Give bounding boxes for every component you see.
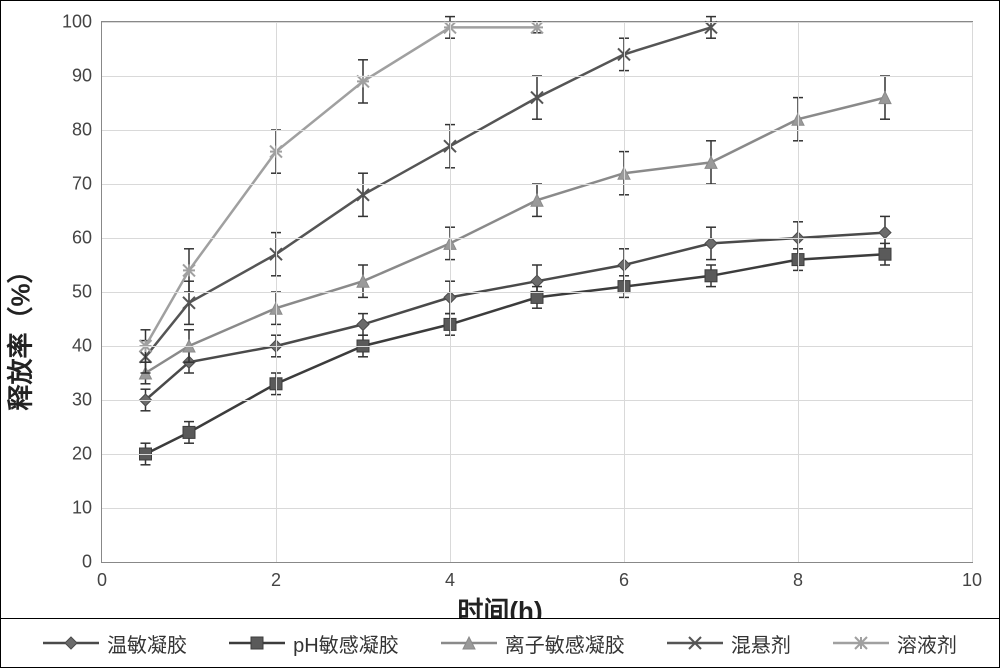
ytick: 60 — [72, 228, 92, 249]
legend-item: 温敏凝胶 — [43, 629, 187, 658]
xtick: 10 — [962, 570, 982, 591]
ytick: 100 — [62, 12, 92, 33]
xtick: 8 — [793, 570, 803, 591]
y-axis-label: 释放率（%） — [1, 257, 38, 410]
ytick: 50 — [72, 282, 92, 303]
legend-label: 离子敏感凝胶 — [505, 629, 625, 658]
legend-item: pH敏感凝胶 — [229, 629, 399, 658]
legend-label: 溶液剂 — [897, 629, 957, 658]
xtick: 2 — [271, 570, 281, 591]
ytick: 20 — [72, 444, 92, 465]
legend-item: 溶液剂 — [833, 629, 957, 658]
ytick: 10 — [72, 498, 92, 519]
plot-area: 01020304050607080901000246810 — [101, 21, 973, 563]
xtick: 6 — [619, 570, 629, 591]
ytick: 90 — [72, 66, 92, 87]
legend: 温敏凝胶 pH敏感凝胶 离子敏感凝胶 混悬剂 溶液剂 — [1, 618, 999, 667]
chart-frame: 释放率（%） 01020304050607080901000246810 时间(… — [0, 0, 1000, 668]
legend-item: 离子敏感凝胶 — [441, 629, 625, 658]
ytick: 80 — [72, 120, 92, 141]
xtick: 0 — [97, 570, 107, 591]
legend-label: 温敏凝胶 — [107, 629, 187, 658]
xtick: 4 — [445, 570, 455, 591]
ytick: 0 — [82, 552, 92, 573]
legend-label: pH敏感凝胶 — [293, 629, 399, 658]
legend-item: 混悬剂 — [667, 629, 791, 658]
ytick: 30 — [72, 390, 92, 411]
ytick: 70 — [72, 174, 92, 195]
legend-label: 混悬剂 — [731, 629, 791, 658]
ytick: 40 — [72, 336, 92, 357]
